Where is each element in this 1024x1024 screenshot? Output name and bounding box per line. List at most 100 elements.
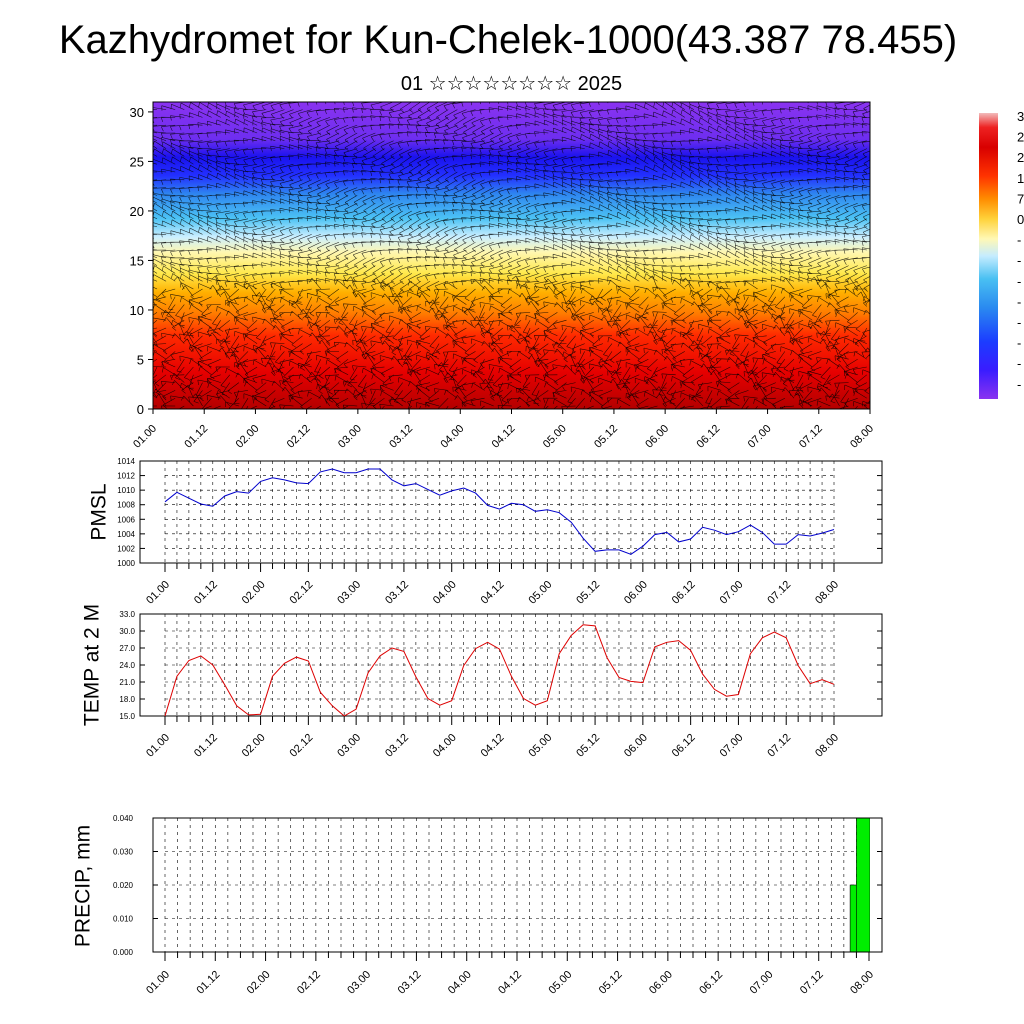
- x-tick-label: 06.12: [670, 732, 698, 760]
- colorbar-label: -: [1017, 233, 1021, 248]
- x-tick-label: 08.00: [813, 579, 841, 607]
- colorbar-label: -: [1017, 356, 1021, 371]
- x-tick-label: 03.12: [383, 579, 411, 607]
- x-tick-label: 02.00: [240, 732, 268, 760]
- temp-series-line: [164, 624, 835, 717]
- colorbar-labels: 3 2 2 1 7 0 - - - - - - - -: [1017, 109, 1024, 392]
- page-subtitle: 01 ☆☆☆☆☆☆☆☆ 2025: [400, 73, 623, 95]
- cross-section-field: [153, 102, 870, 409]
- colorbar: 3 2 2 1 7 0 - - - - - - - -: [979, 109, 1024, 399]
- colorbar-label: 3: [1017, 109, 1024, 124]
- x-tick-label: 07.00: [746, 423, 774, 451]
- x-tick-label: 06.12: [695, 423, 723, 451]
- y-tick-label: 25: [130, 154, 144, 169]
- y-tick-label: 15: [130, 253, 144, 268]
- x-tick-label: 01.00: [144, 969, 172, 997]
- x-tick-label: 01.12: [194, 969, 222, 997]
- y-tick-label: 24.0: [119, 661, 135, 670]
- y-tick-label: 1004: [117, 530, 135, 539]
- pmsl-series-line: [164, 468, 835, 555]
- precip-bar: [856, 818, 870, 952]
- x-tick-label: 06.12: [697, 969, 725, 997]
- page-title: Kazhydromet for Kun-Chelek-1000(43.387 7…: [58, 18, 958, 62]
- x-tick-label: 07.00: [718, 732, 746, 760]
- x-tick-label: 05.00: [541, 423, 569, 451]
- colorbar-label: -: [1017, 253, 1021, 268]
- y-tick-label: 1008: [117, 501, 135, 510]
- y-tick-label: 1006: [117, 515, 135, 524]
- pmsl-x-axis: 01.00 01.12 02.00 02.12 03.00 03.12 04.00 04.12…: [144, 563, 841, 607]
- y-tick-label: 0: [137, 402, 144, 417]
- colorbar-label: -: [1017, 336, 1021, 351]
- y-tick-label: 1014: [117, 457, 135, 466]
- x-tick-label: 02.12: [288, 732, 316, 760]
- x-tick-label: 03.12: [383, 732, 411, 760]
- x-tick-label: 04.00: [431, 579, 459, 607]
- cross-section-y-axis: 0 5 10 15 20 25 30: [130, 105, 153, 417]
- x-tick-label: 08.00: [813, 732, 841, 760]
- x-tick-label: 02.00: [245, 969, 273, 997]
- cross-section-x-axis: 01.00 01.12 02.00 02.12 03.00 03.12 04.00 04.12…: [131, 409, 876, 451]
- x-tick-label: 04.12: [479, 579, 507, 607]
- temp-y-axis: 15.0 18.0 21.0 24.0 27.0 30.0 33.0: [119, 610, 882, 721]
- colorbar-label: 2: [1017, 150, 1024, 165]
- y-tick-label: 0.020: [113, 881, 134, 890]
- x-tick-label: 01.00: [144, 732, 172, 760]
- precip-panel: 0.000 0.010 0.020 0.030 0.040 01.00 01.12 02.0…: [72, 814, 883, 997]
- pmsl-axis-label: PMSL: [88, 483, 111, 540]
- x-tick-label: 07.12: [765, 579, 793, 607]
- x-tick-label: 07.00: [748, 969, 776, 997]
- x-tick-label: 02.12: [288, 579, 316, 607]
- colorbar-label: -: [1017, 377, 1021, 392]
- y-tick-label: 10: [130, 303, 144, 318]
- y-tick-label: 0.030: [113, 848, 134, 857]
- x-tick-label: 02.00: [240, 579, 268, 607]
- x-tick-label: 08.00: [848, 969, 876, 997]
- x-tick-label: 05.00: [526, 732, 554, 760]
- x-tick-label: 07.00: [718, 579, 746, 607]
- x-tick-label: 01.00: [131, 423, 159, 451]
- y-tick-label: 0.040: [113, 814, 134, 823]
- x-tick-label: 07.12: [797, 423, 825, 451]
- colorbar-label: -: [1017, 315, 1021, 330]
- x-tick-label: 06.00: [622, 732, 650, 760]
- x-tick-label: 01.00: [144, 579, 172, 607]
- y-tick-label: 18.0: [119, 695, 135, 704]
- x-tick-label: 03.12: [387, 423, 415, 451]
- x-tick-label: 06.00: [622, 579, 650, 607]
- y-tick-label: 5: [137, 352, 144, 367]
- precip-x-axis: 01.00 01.12 02.00 02.12 03.00 03.12 04.00 04.12…: [144, 952, 876, 997]
- x-tick-label: 06.12: [670, 579, 698, 607]
- y-tick-label: 1010: [117, 486, 135, 495]
- temp-grid: [164, 613, 835, 717]
- x-tick-label: 04.12: [490, 423, 518, 451]
- x-tick-label: 01.12: [192, 732, 220, 760]
- x-tick-label: 01.12: [182, 423, 210, 451]
- colorbar-scale: [979, 113, 998, 399]
- x-tick-label: 05.12: [574, 732, 602, 760]
- temp-panel: 15.018.021.024.027.030.033.0 01.00 01.12 0…: [81, 604, 883, 760]
- y-tick-label: 0.010: [113, 915, 134, 924]
- x-tick-label: 02.12: [295, 969, 323, 997]
- precip-bars: [849, 818, 870, 952]
- pmsl-y-axis: 1000 1002 1004 1006 1008 1010 1012 1014: [117, 457, 882, 568]
- x-tick-label: 03.00: [335, 579, 363, 607]
- x-tick-label: 05.12: [574, 579, 602, 607]
- wind-barb-lines: [153, 102, 870, 409]
- colorbar-label: -: [1017, 274, 1021, 289]
- temp-x-axis: 01.00 01.12 02.00 02.12 03.00 03.12 04.00 04.12…: [144, 716, 841, 760]
- x-tick-label: 03.00: [345, 969, 373, 997]
- y-tick-label: 0.000: [113, 948, 134, 957]
- precip-axis-label: PRECIP, mm: [72, 825, 95, 947]
- x-tick-label: 02.12: [285, 423, 313, 451]
- x-tick-label: 01.12: [192, 579, 220, 607]
- x-tick-label: 04.00: [446, 969, 474, 997]
- x-tick-label: 07.12: [798, 969, 826, 997]
- x-tick-label: 04.12: [479, 732, 507, 760]
- colorbar-label: 2: [1017, 130, 1024, 145]
- x-tick-label: 03.00: [335, 732, 363, 760]
- precip-y-axis: 0.000 0.010 0.020 0.030 0.040: [113, 814, 882, 957]
- x-tick-label: 05.12: [592, 423, 620, 451]
